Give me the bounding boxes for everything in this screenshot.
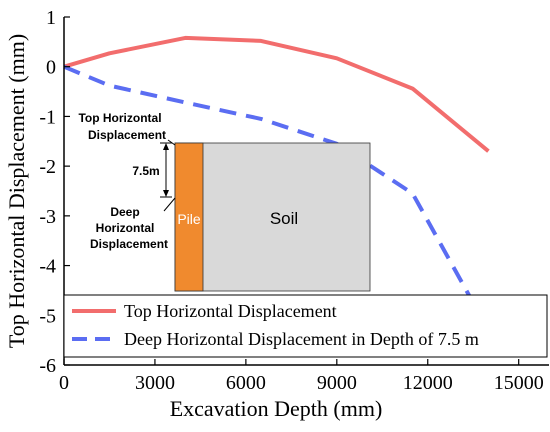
y-tick-label: -2: [39, 156, 56, 178]
y-tick-label: -3: [39, 206, 56, 228]
y-tick-label: 0: [46, 57, 56, 79]
series-line-top: [63, 35, 490, 153]
pile-soil-inset: Pile Soil Top Horizontal Displacement 7.…: [78, 111, 371, 292]
x-tick-label: 12000: [403, 372, 453, 394]
series-line-deep: [63, 64, 491, 332]
pile-block: [174, 142, 204, 292]
top-displacement-label-line1: Top Horizontal: [78, 111, 161, 125]
x-tick-label: 3000: [135, 372, 175, 394]
y-tick-label: -1: [39, 106, 56, 128]
soil-block: [174, 142, 371, 292]
y-tick-label: -4: [39, 256, 56, 278]
series-layer: [63, 35, 491, 332]
depth-arrow-up-icon: [163, 143, 169, 150]
depth-label: 7.5m: [132, 164, 159, 178]
pile-label: Pile: [177, 211, 201, 227]
top-displacement-label-line2: Displacement: [88, 128, 166, 142]
x-tick-label: 6000: [226, 372, 266, 394]
deep-displacement-label-line3: Displacement: [90, 237, 168, 251]
y-tick-label: 1: [46, 7, 56, 29]
y-axis-title: Top Horizontal Displacement (mm): [4, 34, 29, 348]
y-tick-label: -6: [39, 355, 56, 377]
legend-box: [63, 294, 548, 358]
legend-label-top: Top Horizontal Displacement: [124, 301, 337, 321]
ticks-layer: 0 3000 6000 9000 12000 15000 1 0 -1 -2 -3 -4 -5 -6: [39, 7, 543, 394]
deep-pointer-line: [163, 197, 176, 212]
x-tick-label: 15000: [494, 372, 544, 394]
x-axis-title: Excavation Depth (mm): [170, 396, 383, 421]
x-tick-label: 9000: [317, 372, 357, 394]
deep-displacement-label-line1: Deep: [110, 205, 139, 219]
depth-arrow-down-icon: [163, 190, 169, 197]
legend: Top Horizontal Displacement Deep Horizon…: [63, 294, 548, 358]
x-tick-label: 0: [59, 372, 69, 394]
soil-label: Soil: [270, 209, 298, 228]
y-tick-label: -5: [39, 305, 56, 327]
legend-label-deep: Deep Horizontal Displacement in Depth of…: [124, 329, 479, 349]
deep-displacement-label-line2: Horizontal: [96, 221, 155, 235]
